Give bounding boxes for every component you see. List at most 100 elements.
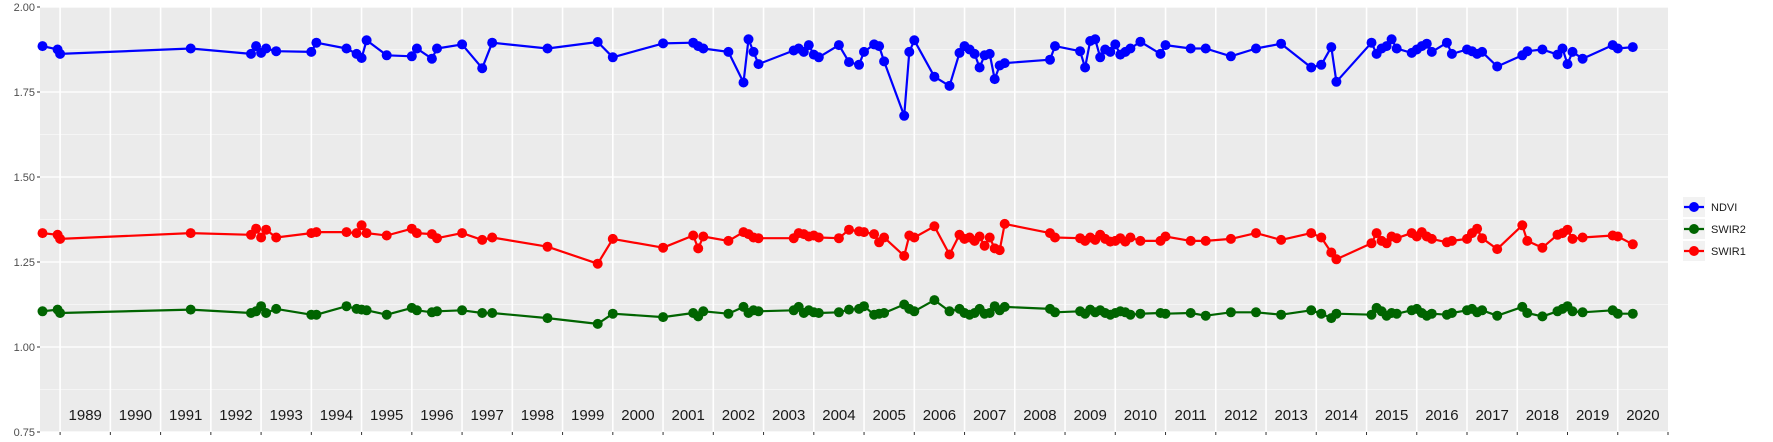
data-point-ndvi	[432, 43, 442, 54]
data-point-swir1	[844, 224, 854, 235]
data-point-ndvi	[944, 80, 955, 91]
data-point-swir2	[879, 308, 890, 318]
data-point-ndvi	[487, 37, 498, 48]
data-point-swir1	[813, 232, 824, 243]
legend-label: SWIR2	[1711, 224, 1746, 236]
x-tick-label: 1989	[69, 407, 102, 424]
data-point-ndvi	[1045, 54, 1055, 65]
data-point-swir1	[432, 233, 442, 244]
data-point-swir1	[929, 221, 940, 232]
data-point-swir1	[487, 232, 498, 243]
data-point-ndvi	[859, 46, 869, 57]
data-point-swir2	[607, 308, 618, 319]
data-point-ndvi	[381, 50, 392, 61]
data-point-ndvi	[1185, 43, 1196, 54]
data-point-swir1	[1225, 233, 1236, 244]
data-point-swir2	[1567, 306, 1578, 317]
data-point-ndvi	[1426, 46, 1437, 57]
data-point-swir2	[1331, 308, 1342, 319]
legend-label: SWIR1	[1711, 246, 1746, 258]
data-point-ndvi	[743, 34, 754, 45]
data-point-swir1	[1477, 233, 1488, 244]
data-point-swir1	[1537, 242, 1548, 253]
data-point-swir2	[1446, 308, 1457, 318]
data-point-ndvi	[1577, 53, 1588, 64]
data-point-ndvi	[738, 77, 749, 88]
data-point-swir1	[698, 231, 709, 242]
y-tick-label: 1.25	[14, 257, 35, 269]
data-point-swir1	[1522, 235, 1533, 246]
data-point-swir1	[1050, 232, 1060, 243]
data-point-swir2	[723, 308, 734, 319]
x-tick-label: 2007	[973, 407, 1006, 424]
data-point-swir1	[1446, 235, 1457, 246]
data-point-ndvi	[803, 40, 814, 51]
data-point-swir1	[1326, 247, 1337, 258]
data-point-ndvi	[311, 37, 322, 48]
data-point-swir1	[1567, 233, 1578, 244]
x-tick-label: 2018	[1526, 407, 1559, 424]
y-tick-label: 1.75	[14, 87, 35, 99]
legend-key-point	[1689, 224, 1699, 234]
data-point-swir2	[381, 309, 392, 320]
data-point-ndvi	[1105, 46, 1116, 57]
legend-label: NDVI	[1711, 202, 1737, 214]
data-point-ndvi	[261, 43, 272, 54]
data-point-swir2	[1185, 308, 1196, 318]
data-point-swir1	[984, 232, 995, 243]
data-point-swir2	[185, 304, 196, 315]
series-layer	[37, 34, 1638, 329]
data-point-swir1	[859, 227, 869, 238]
data-point-ndvi	[1331, 76, 1342, 87]
data-point-ndvi	[969, 48, 980, 59]
data-point-swir1	[723, 235, 734, 246]
data-point-swir2	[432, 306, 442, 317]
legend-key-point	[1689, 202, 1699, 212]
data-point-ndvi	[1251, 43, 1261, 54]
data-point-swir2	[844, 304, 854, 315]
data-point-swir2	[55, 308, 66, 318]
data-point-swir2	[477, 308, 488, 318]
data-point-ndvi	[1441, 37, 1452, 48]
data-point-swir1	[1472, 223, 1483, 234]
data-point-ndvi	[37, 41, 48, 52]
data-point-swir2	[1391, 308, 1402, 319]
data-point-swir2	[271, 303, 282, 314]
x-tick-label: 2012	[1224, 407, 1257, 424]
data-point-swir1	[833, 233, 844, 244]
x-tick-label: 1990	[119, 407, 152, 424]
data-point-swir1	[1492, 244, 1503, 255]
data-point-ndvi	[1537, 44, 1548, 55]
data-point-swir1	[251, 223, 262, 234]
data-point-swir2	[1627, 308, 1638, 319]
data-point-swir2	[698, 306, 709, 317]
series-swir2	[37, 295, 1638, 329]
data-point-swir2	[1251, 307, 1261, 318]
data-point-swir2	[341, 301, 352, 312]
data-point-swir1	[899, 250, 910, 261]
x-tick-label: 2004	[822, 407, 855, 424]
data-point-swir1	[55, 233, 66, 244]
data-point-swir1	[869, 229, 880, 240]
data-point-ndvi	[1155, 48, 1166, 59]
x-tick-label: 2016	[1425, 407, 1458, 424]
data-point-swir2	[1135, 308, 1146, 319]
data-point-swir1	[381, 230, 392, 241]
data-point-swir1	[658, 242, 669, 253]
y-tick-label: 1.00	[14, 342, 35, 354]
data-point-ndvi	[1276, 38, 1287, 49]
data-point-swir2	[411, 305, 422, 316]
data-point-ndvi	[426, 53, 437, 64]
data-point-swir2	[37, 306, 48, 317]
data-point-swir2	[1612, 308, 1623, 319]
data-point-ndvi	[1562, 59, 1573, 70]
data-point-swir2	[813, 308, 824, 318]
data-point-ndvi	[929, 71, 940, 82]
x-tick-label: 2002	[722, 407, 755, 424]
data-point-ndvi	[607, 52, 618, 63]
data-point-ndvi	[909, 35, 920, 46]
legend-item-swir1: SWIR1	[1683, 241, 1746, 261]
data-point-swir2	[833, 307, 844, 318]
data-point-ndvi	[1135, 36, 1146, 47]
